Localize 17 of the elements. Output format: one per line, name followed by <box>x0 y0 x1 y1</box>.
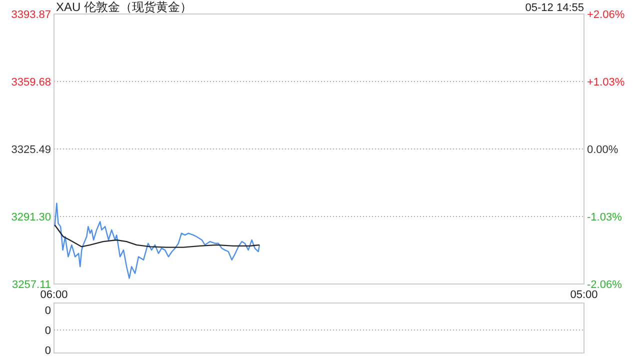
y-tick-label: 3325.49 <box>11 144 51 156</box>
y-tick-label: 3257.11 <box>12 279 51 291</box>
y-tick-label: 3359.68 <box>11 76 51 88</box>
y-tick-label: 3393.87 <box>11 9 51 21</box>
text: 0 <box>44 325 51 337</box>
y-tick-label: 3291.30 <box>11 212 51 224</box>
text: 0 <box>44 345 51 357</box>
text: 0 <box>44 305 51 317</box>
chart-title: XAU 伦敦金（现货黄金） <box>56 0 192 14</box>
y2-tick-label: 0.00% <box>587 144 618 156</box>
x-tick-label: 05:00 <box>570 289 598 301</box>
y2-tick-label: +1.03% <box>587 76 625 88</box>
x-tick-label: 06:00 <box>40 289 68 301</box>
y2-tick-label: +2.06% <box>587 9 625 21</box>
y2-tick-label: -1.03% <box>587 212 622 224</box>
y2-tick-label: -2.06% <box>587 279 622 291</box>
annotation: 05-12 14:55 <box>525 2 584 14</box>
